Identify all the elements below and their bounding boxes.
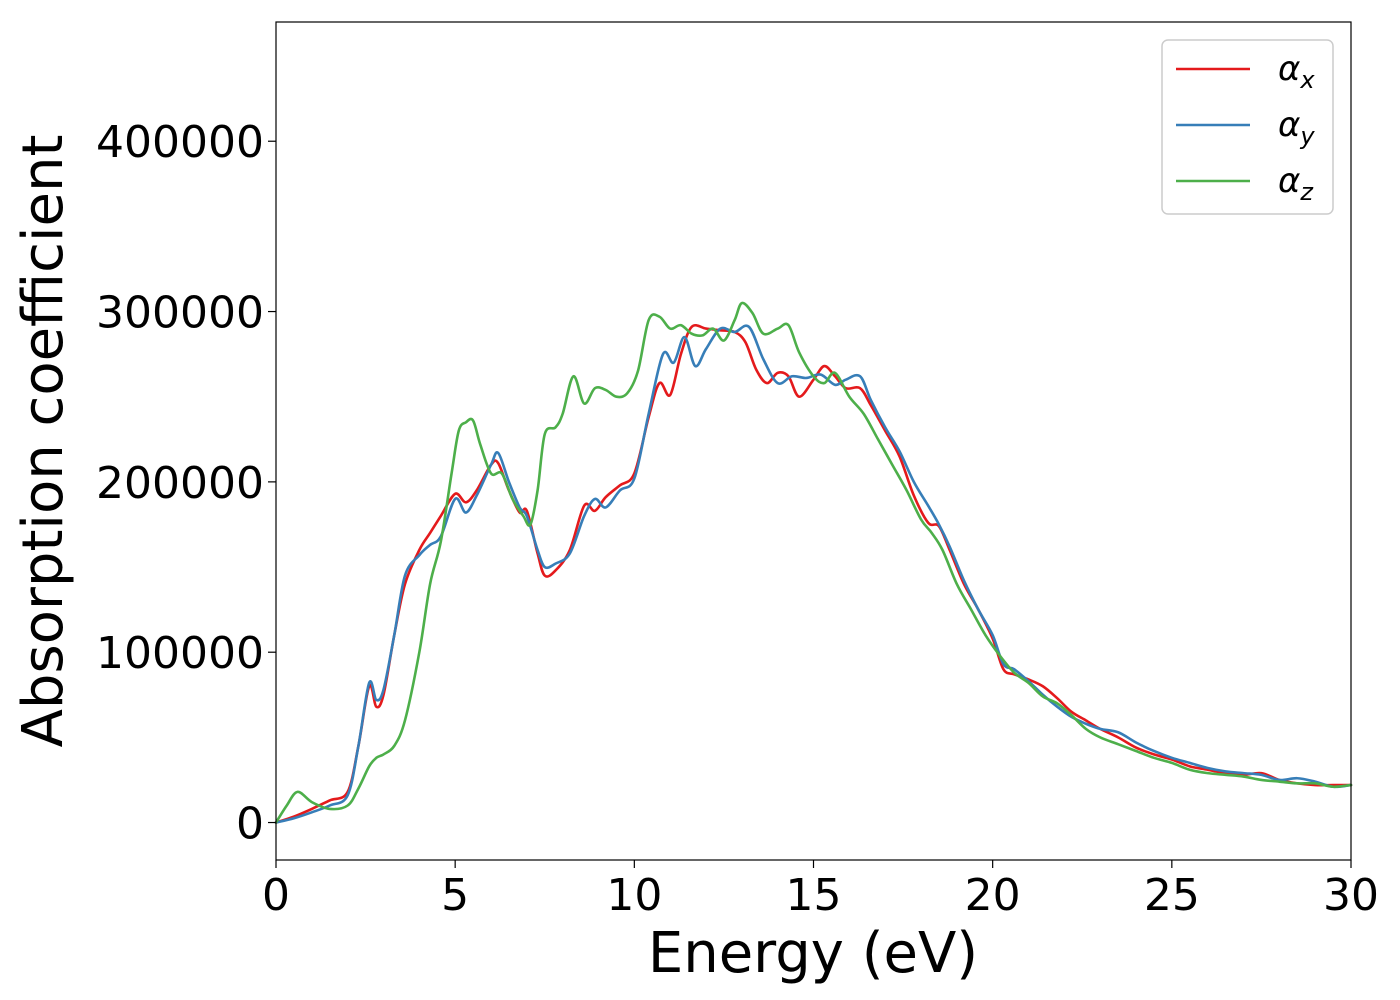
- legend-box: [1161, 39, 1334, 215]
- x-axis-title: Energy (eV): [648, 921, 978, 986]
- x-axis: 0 5 10 15 20 25 30: [262, 860, 1379, 921]
- series-line-z: [274, 301, 1353, 824]
- y-tick-label: 100000: [96, 628, 264, 679]
- legend-label-z: αz: [1278, 161, 1314, 206]
- y-tick-label: 200000: [96, 458, 264, 509]
- y-axis-title: Absorption coefficient: [11, 135, 76, 748]
- legend: αx αy αz: [1161, 39, 1334, 215]
- y-axis: 0 100000 200000 300000 400000: [96, 117, 276, 850]
- x-tick-label: 20: [965, 870, 1021, 921]
- x-tick-label: 15: [786, 870, 842, 921]
- legend-entries: αx αy αz: [1176, 49, 1315, 206]
- x-tick-label: 0: [262, 870, 290, 921]
- x-tick-label: 5: [441, 870, 469, 921]
- y-tick-label: 0: [236, 799, 264, 850]
- series-layer: [274, 301, 1353, 824]
- x-tick-label: 25: [1144, 870, 1200, 921]
- x-tick-label: 10: [606, 870, 662, 921]
- y-tick-label: 300000: [96, 288, 264, 339]
- legend-label-x: αx: [1278, 49, 1315, 94]
- x-tick-label: 30: [1323, 870, 1379, 921]
- legend-label-y: αy: [1278, 105, 1315, 150]
- y-tick-label: 400000: [96, 117, 264, 168]
